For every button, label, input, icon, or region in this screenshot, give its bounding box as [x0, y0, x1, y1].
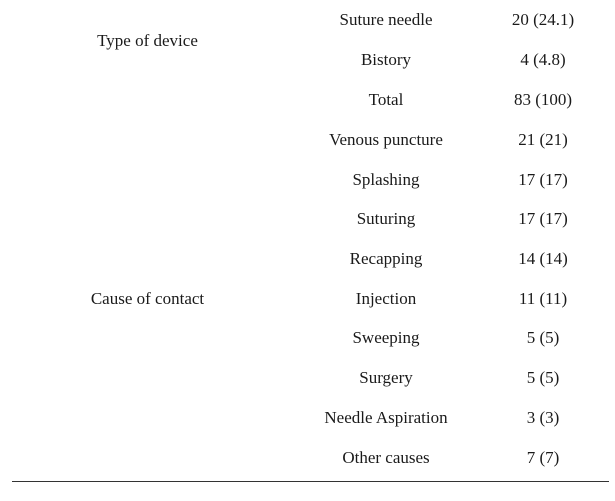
table-row: Suturing 17 (17): [300, 199, 600, 239]
table-row: Other causes 7 (7): [300, 438, 600, 478]
row-value: 4 (4.8): [520, 50, 566, 69]
row-value: 7 (7): [526, 448, 560, 467]
group-label-type-of-device: Type of device: [97, 31, 198, 50]
row-value: 20 (24.1): [511, 10, 575, 29]
row-item: Suture needle: [339, 10, 433, 29]
table-row: Bistory 4 (4.8): [300, 40, 600, 80]
table-row: Venous puncture 21 (21): [300, 120, 600, 160]
row-item: Recapping: [349, 249, 423, 268]
row-value: 14 (14): [518, 249, 568, 268]
row-item: Splashing: [352, 170, 420, 189]
row-value: 21 (21): [518, 130, 568, 149]
table-row: Recapping 14 (14): [300, 239, 600, 279]
table-bottom-rule: [12, 481, 609, 482]
table-row: Suture needle 20 (24.1): [300, 0, 600, 40]
row-item: Total: [368, 90, 404, 109]
row-value: 5 (5): [526, 368, 560, 387]
group-label-cause-of-contact: Cause of contact: [90, 289, 205, 308]
table-row: Sweeping 5 (5): [300, 318, 600, 358]
row-value: 11 (11): [518, 289, 568, 308]
row-item: Suturing: [356, 209, 416, 228]
row-item: Needle Aspiration: [324, 408, 448, 427]
row-value: 17 (17): [518, 209, 568, 228]
row-item: Venous puncture: [329, 130, 443, 149]
row-value: 83 (100): [513, 90, 573, 109]
table-row: Splashing 17 (17): [300, 160, 600, 200]
row-item: Sweeping: [352, 328, 420, 347]
row-value: 5 (5): [526, 328, 560, 347]
row-item: Bistory: [360, 50, 412, 69]
table-row: Needle Aspiration 3 (3): [300, 398, 600, 438]
row-item: Surgery: [359, 368, 413, 387]
table-row: Surgery 5 (5): [300, 358, 600, 398]
row-item: Other causes: [342, 448, 430, 467]
row-value: 17 (17): [518, 170, 568, 189]
table-row: Total 83 (100): [300, 80, 600, 120]
table-row: Injection 11 (11): [300, 279, 600, 319]
row-value: 3 (3): [526, 408, 560, 427]
row-item: Injection: [355, 289, 417, 308]
